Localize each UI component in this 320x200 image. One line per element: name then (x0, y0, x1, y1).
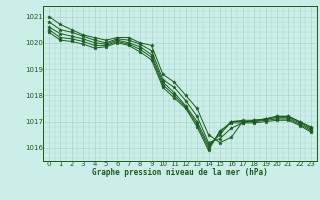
X-axis label: Graphe pression niveau de la mer (hPa): Graphe pression niveau de la mer (hPa) (92, 168, 268, 177)
